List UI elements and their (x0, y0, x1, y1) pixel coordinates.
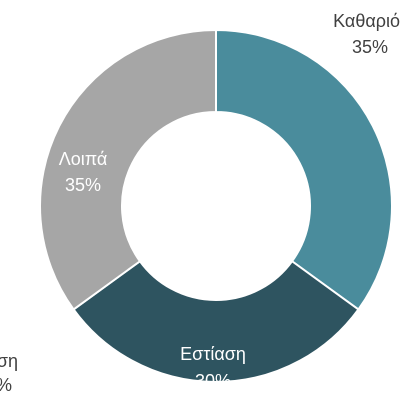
value-label: 30% (195, 371, 231, 391)
slice-label: Εστίαση (180, 344, 246, 364)
annotation: ση (0, 351, 18, 371)
slice-label: Καθαριότ (333, 11, 400, 31)
donut-slice (72, 259, 360, 383)
value-label: 35% (352, 37, 388, 57)
slice-label: Λοιπά (59, 149, 108, 169)
value-label: 35% (65, 175, 101, 195)
annotation: % (0, 375, 12, 395)
donut-slice (39, 28, 217, 311)
donut-slice (215, 28, 393, 311)
